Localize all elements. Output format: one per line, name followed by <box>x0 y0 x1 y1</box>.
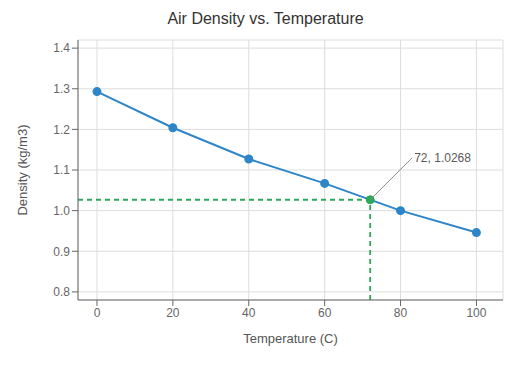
svg-text:1.2: 1.2 <box>53 123 70 137</box>
svg-text:100: 100 <box>466 306 486 320</box>
svg-text:60: 60 <box>318 306 332 320</box>
svg-text:80: 80 <box>394 306 408 320</box>
html-text:Air Density vs. Temperature: Air Density vs. Temperature <box>167 10 364 27</box>
svg-text:72, 1.0268: 72, 1.0268 <box>414 151 471 165</box>
svg-text:1.4: 1.4 <box>53 41 70 55</box>
svg-text:0: 0 <box>94 306 101 320</box>
svg-text:0.9: 0.9 <box>53 245 70 259</box>
svg-text:20: 20 <box>166 306 180 320</box>
svg-text:Density (kg/m3): Density (kg/m3) <box>15 124 30 215</box>
svg-text:1.3: 1.3 <box>53 82 70 96</box>
svg-text:0.8: 0.8 <box>53 285 70 299</box>
svg-text:1.1: 1.1 <box>53 163 70 177</box>
svg-text:1.0: 1.0 <box>53 204 70 218</box>
svg-text:Temperature (C): Temperature (C) <box>243 331 338 346</box>
svg-text:40: 40 <box>242 306 256 320</box>
